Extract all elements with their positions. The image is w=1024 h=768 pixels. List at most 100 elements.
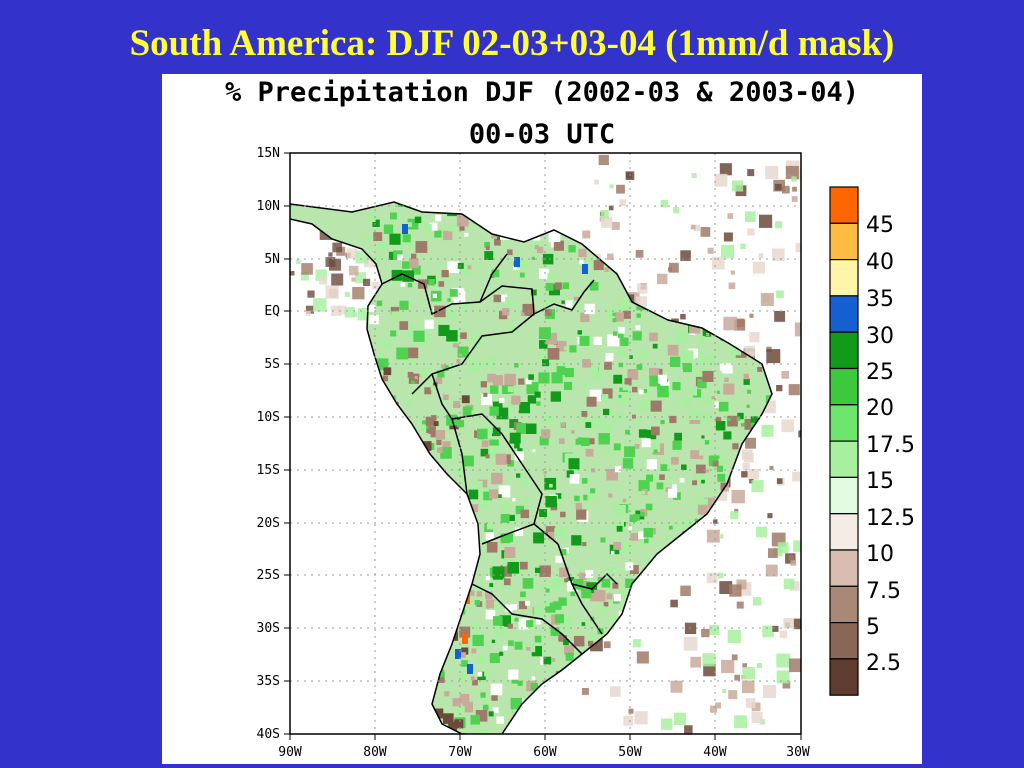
land-precip-cell [676, 403, 681, 408]
land-precip-cell [457, 346, 469, 358]
lon-label: 70W [448, 745, 472, 760]
ocean-precip-cell [740, 243, 746, 249]
land-precip-cell [498, 485, 511, 497]
land-precip-cell [612, 318, 617, 323]
land-precip-cell [610, 550, 615, 555]
land-precip-cell [485, 454, 490, 459]
ocean-precip-cell [707, 247, 714, 254]
land-precip-cell [543, 656, 552, 665]
land-precip-cell [616, 525, 623, 532]
colorbar-boxes [829, 186, 859, 696]
land-precip-cell [550, 391, 561, 402]
ocean-precip-cell [670, 599, 678, 608]
ocean-precip-cell [742, 667, 755, 680]
land-precip-cell [533, 532, 545, 544]
land-precip-cell [435, 377, 443, 385]
lat-label: 5N [264, 252, 280, 267]
ocean-precip-cell [788, 555, 794, 561]
land-precip-cell [603, 408, 610, 416]
land-precip-cell [392, 736, 403, 747]
ocean-precip-cell [714, 173, 728, 187]
land-precip-cell [653, 449, 658, 454]
ocean-precip-cell [789, 581, 800, 591]
land-precip-cell [508, 640, 514, 646]
land-precip-cell [547, 272, 555, 281]
ocean-precip-cell [619, 199, 627, 206]
land-precip-cell [421, 737, 427, 743]
precipitation-map: 15N 10N 5N EQ 5S 10S 15S 20S 25S 30S 35S… [257, 146, 915, 760]
colorbar-label: 5 [866, 615, 880, 640]
land-precip-cell [650, 400, 662, 412]
land-precip-cell [518, 618, 530, 630]
land-precip-cell [472, 679, 478, 686]
ocean-precip-cell [325, 285, 339, 299]
land-precip-cell [519, 601, 527, 610]
ocean-precip-cell [626, 172, 632, 179]
lat-label: EQ [264, 304, 280, 319]
land-precip-cell [607, 308, 618, 319]
land-precip-cell [640, 511, 645, 517]
land-precip-cell [712, 421, 717, 427]
land-precip-cell [579, 572, 587, 580]
land-precip-cell [410, 323, 417, 330]
ocean-precip-cell [742, 463, 750, 471]
land-precip-cell [564, 381, 573, 390]
ocean-precip-cell [721, 659, 735, 674]
land-precip-cell [548, 284, 560, 296]
land-precip-cell [456, 420, 465, 428]
colorbar-swatch [829, 186, 859, 224]
land-precip-cell [579, 260, 584, 265]
land-precip-cell [419, 424, 427, 431]
land-precip-cell [535, 567, 541, 573]
land-precip-cell [444, 308, 457, 321]
land-precip-cell [499, 651, 504, 656]
land-precip-cell [594, 462, 598, 466]
ocean-precip-cell [728, 282, 736, 290]
land-precip-cell [558, 633, 567, 642]
land-precip-cell [526, 423, 537, 434]
land-precip-cell [396, 347, 409, 360]
ocean-precip-cell [346, 248, 358, 259]
lat-label: 20S [257, 516, 280, 531]
land-precip-cell [638, 536, 648, 545]
land-precip-cell [452, 287, 465, 300]
ocean-precip-cell [706, 529, 720, 543]
land-precip-cell [493, 625, 505, 637]
land-precip-cell [564, 578, 569, 583]
land-precip-cell [498, 494, 502, 498]
land-precip-cell [493, 294, 502, 303]
land-precip-cell [613, 542, 622, 550]
land-precip-cell [636, 364, 643, 370]
land-precip-cell [477, 428, 488, 440]
land-precip-cell [390, 306, 400, 316]
land-precip-cell [397, 254, 403, 261]
land-precip-cell [471, 335, 482, 346]
land-precip-cell [569, 474, 580, 484]
land-precip-cell [542, 359, 549, 367]
land-precip-cell [632, 331, 642, 341]
ocean-precip-cell [760, 292, 774, 306]
land-precip-cell [391, 269, 403, 281]
land-precip-cell [464, 216, 474, 226]
land-precip-cell [484, 242, 490, 248]
land-precip-cell [574, 495, 580, 502]
land-precip-cell [550, 577, 562, 589]
land-precip-cell [633, 514, 640, 521]
colorbar-swatch [829, 549, 859, 587]
land-precip-cell [587, 491, 597, 501]
ocean-precip-cell [777, 542, 789, 553]
land-precip-cell [492, 569, 504, 580]
land-precip-cell [415, 241, 428, 253]
ocean-precip-cell [371, 281, 380, 290]
land-precip-cell [510, 697, 522, 710]
land-precip-cell [483, 491, 492, 501]
land-precip-cell [649, 332, 658, 342]
land-precip-cell [413, 330, 425, 342]
land-precip-cell [593, 260, 604, 271]
land-precip-cell [378, 737, 384, 743]
land-precip-cell [554, 282, 562, 290]
ocean-precip-cell [752, 261, 765, 274]
land-precip-cell [452, 341, 459, 348]
ocean-precip-cell [731, 489, 745, 504]
land-precip-cell [526, 643, 536, 653]
